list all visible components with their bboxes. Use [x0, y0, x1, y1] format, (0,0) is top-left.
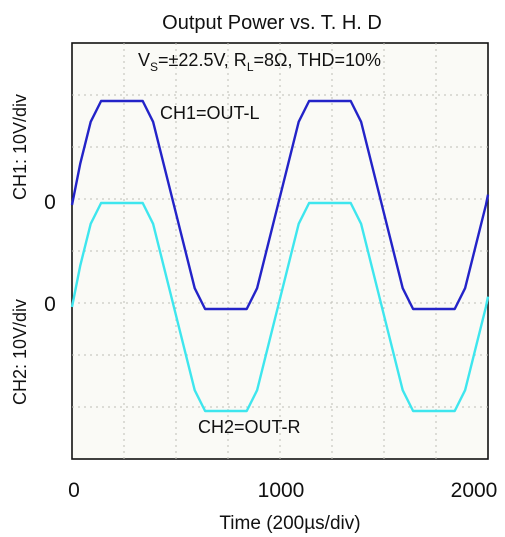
- x-axis-label: Time (200µs/div): [219, 513, 360, 534]
- y-axis-label-ch2: CH2: 10V/div: [10, 299, 30, 405]
- vs-symbol: V: [138, 50, 150, 70]
- rl-subscript: L: [247, 60, 254, 74]
- zero-label-ch1: 0: [44, 191, 56, 214]
- series-label-ch2: CH2=OUT-R: [198, 417, 301, 437]
- plot-area: [71, 42, 489, 460]
- vs-value: =±22.5V, R: [158, 50, 247, 70]
- x-tick-label: 2000: [451, 479, 498, 502]
- series-label-ch1: CH1=OUT-L: [160, 103, 260, 123]
- waveforms: [70, 99, 490, 413]
- y-axis-label-ch1: CH1: 10V/div: [10, 94, 30, 200]
- rl-value: =8Ω, THD=10%: [254, 50, 382, 70]
- x-tick-label: 1000: [258, 479, 305, 502]
- series-line-ch1: [70, 99, 490, 311]
- x-tick-label: 0: [68, 479, 80, 502]
- vs-subscript: S: [150, 60, 158, 74]
- zero-label-ch2: 0: [44, 293, 56, 316]
- test-conditions: VS=±22.5V, RL=8Ω, THD=10%: [138, 50, 381, 74]
- chart-title: Output Power vs. T. H. D: [162, 12, 382, 34]
- series-line-ch2: [70, 201, 490, 413]
